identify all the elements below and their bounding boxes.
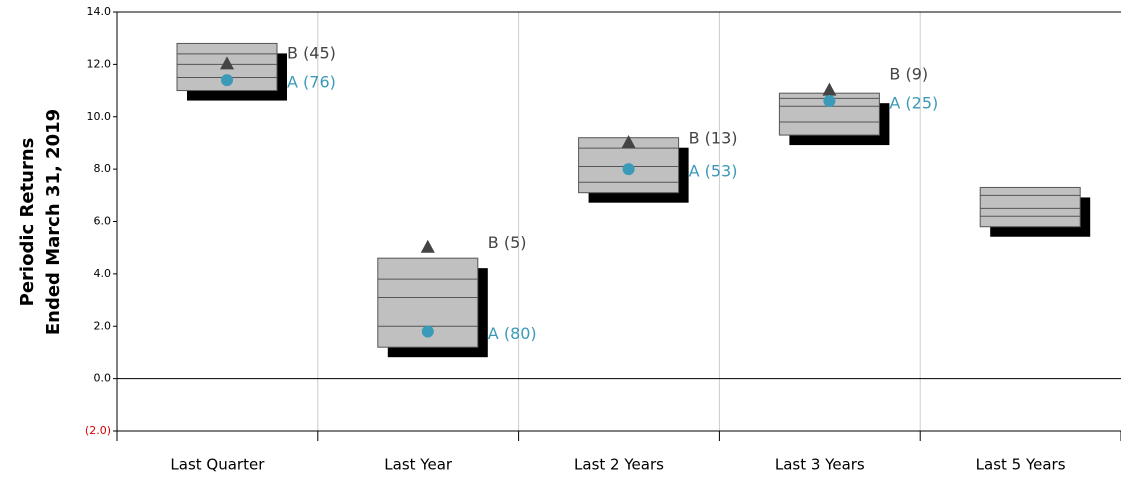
marker-circle (823, 95, 836, 108)
data-label: B (13) (689, 128, 738, 147)
x-tick-label: Last 5 Years (976, 456, 1066, 474)
y-tick-label: 8.0 (94, 162, 112, 175)
x-tick-label: Last 3 Years (775, 456, 865, 474)
data-label: A (53) (689, 162, 738, 181)
x-tick-label: Last 2 Years (574, 456, 664, 474)
marker-circle (221, 74, 233, 87)
data-label: B (45) (287, 44, 336, 63)
y-tick-label: 12.0 (87, 57, 112, 70)
marker-triangle (621, 134, 636, 148)
marker-triangle (420, 239, 435, 253)
y-tick-label: 0.0 (94, 372, 112, 385)
y-tick-label: 14.0 (87, 5, 112, 18)
y-tick-label: 6.0 (94, 215, 112, 228)
y-tick-label: 10.0 (87, 110, 112, 123)
marker-triangle (822, 82, 837, 96)
data-label: A (76) (287, 73, 336, 92)
data-label: A (80) (488, 324, 537, 343)
y-tick-label: 2.0 (94, 319, 112, 332)
x-tick-label: Last Year (384, 456, 453, 474)
x-tick-label: Last Quarter (170, 456, 265, 474)
box (979, 186, 1081, 228)
data-label: A (25) (889, 94, 938, 113)
data-label: B (9) (889, 65, 928, 84)
y-tick-label: 4.0 (94, 267, 112, 280)
data-label: B (5) (488, 233, 527, 252)
marker-circle (622, 163, 635, 176)
y-tick-label: (2.0) (85, 424, 111, 437)
marker-circle (421, 325, 434, 338)
y-axis-label: Periodic Returns (17, 138, 38, 307)
marker-triangle (220, 56, 234, 70)
y-axis-label: Ended March 31, 2019 (43, 109, 64, 335)
